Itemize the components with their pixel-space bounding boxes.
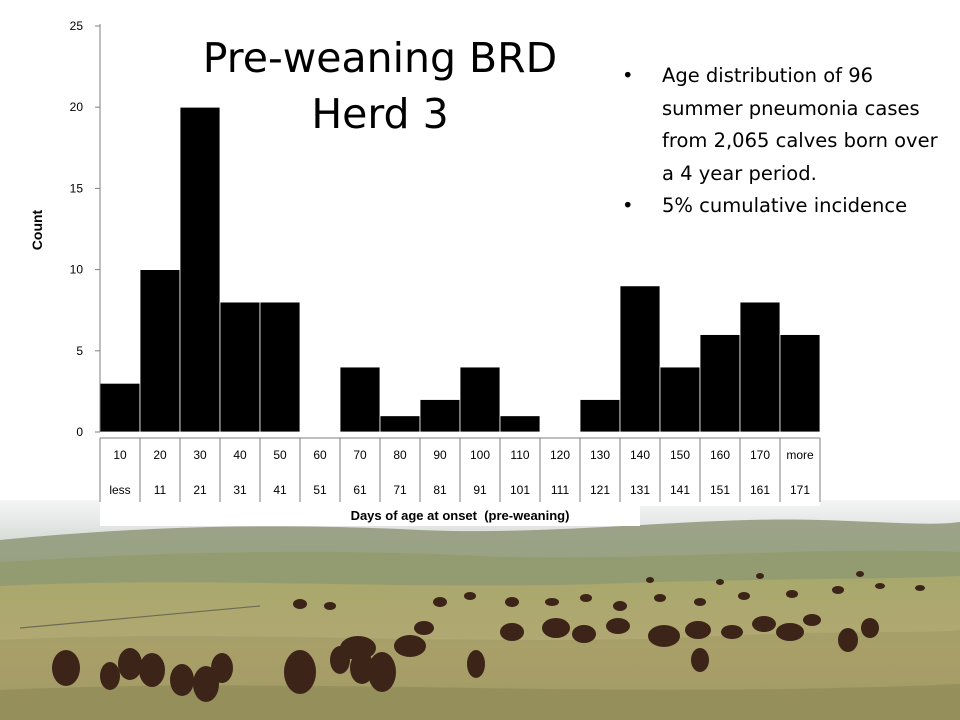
bar-130 — [579, 399, 621, 433]
x-tick-label: more — [786, 448, 814, 462]
x-tick-label: 150 — [670, 448, 690, 462]
bar-70 — [339, 366, 381, 433]
bar-110 — [499, 415, 541, 433]
bar-80 — [379, 415, 421, 433]
y-tick-label: 5 — [76, 344, 83, 358]
x-tick-label: 10 — [113, 448, 127, 462]
y-tick-label: 25 — [70, 19, 84, 33]
x-lower-bound-label: 131 — [630, 483, 650, 497]
x-lower-bound-label: 71 — [393, 483, 407, 497]
x-tick-label: 110 — [510, 448, 529, 462]
slide-title: Pre-weaning BRD Herd 3 — [150, 30, 610, 142]
bar-170 — [739, 301, 781, 433]
y-tick-label: 10 — [70, 263, 84, 277]
x-lower-bound-label: less — [109, 483, 130, 497]
x-lower-bound-label: 161 — [750, 483, 770, 497]
bar-90 — [419, 399, 461, 433]
x-lower-bound-label: 111 — [551, 483, 570, 497]
bullet-item: Age distribution of 96 summer pneumonia … — [622, 60, 952, 190]
bar-30 — [179, 106, 221, 433]
x-tick-label: 50 — [273, 448, 287, 462]
x-lower-bound-label: 101 — [510, 483, 530, 497]
bar-160 — [699, 334, 741, 433]
x-lower-bound-label: 81 — [433, 483, 447, 497]
x-tick-label: 170 — [750, 448, 770, 462]
x-lower-bound-label: 51 — [313, 483, 327, 497]
bar-100 — [459, 366, 501, 433]
x-tick-label: 130 — [590, 448, 610, 462]
y-axis-label: Count — [29, 209, 45, 250]
x-lower-bound-label: 21 — [193, 483, 207, 497]
slide-title-line-1: Pre-weaning BRD — [202, 34, 558, 82]
x-tick-label: 70 — [353, 448, 367, 462]
bullet-list: Age distribution of 96 summer pneumonia … — [622, 60, 952, 223]
x-lower-bound-label: 31 — [233, 483, 247, 497]
x-lower-bound-label: 171 — [790, 483, 810, 497]
x-tick-label: 20 — [153, 448, 167, 462]
x-tick-label: 160 — [710, 448, 730, 462]
x-tick-label: 40 — [233, 448, 247, 462]
x-lower-bound-label: 141 — [670, 483, 690, 497]
x-lower-bound-label: 61 — [353, 483, 367, 497]
x-lower-bound-label: 11 — [154, 483, 167, 497]
x-lower-bound-label: 41 — [273, 483, 287, 497]
bar-more — [779, 334, 821, 433]
bar-150 — [659, 366, 701, 433]
xlabel-background — [100, 500, 640, 526]
x-tick-label: 120 — [550, 448, 570, 462]
x-tick-label: 60 — [313, 448, 327, 462]
x-axis-label: Days of age at onset (pre-weaning) — [351, 508, 570, 523]
x-lower-bound-label: 91 — [473, 483, 487, 497]
x-lower-bound-label: 121 — [590, 483, 610, 497]
x-lower-bound-label: 151 — [710, 483, 730, 497]
bar-50 — [259, 301, 301, 433]
y-tick-label: 20 — [70, 100, 84, 114]
x-tick-label: 140 — [630, 448, 650, 462]
bar-10 — [99, 382, 141, 433]
y-tick-label: 0 — [76, 425, 83, 439]
slide-title-line-2: Herd 3 — [311, 90, 449, 138]
x-tick-label: 80 — [393, 448, 407, 462]
x-tick-label: 100 — [470, 448, 490, 462]
bar-140 — [619, 285, 661, 433]
x-tick-label: 90 — [433, 448, 447, 462]
bullet-item: 5% cumulative incidence — [622, 190, 952, 223]
bar-20 — [139, 269, 181, 433]
bar-40 — [219, 301, 261, 433]
x-tick-label: 30 — [193, 448, 207, 462]
y-tick-label: 15 — [70, 181, 84, 195]
